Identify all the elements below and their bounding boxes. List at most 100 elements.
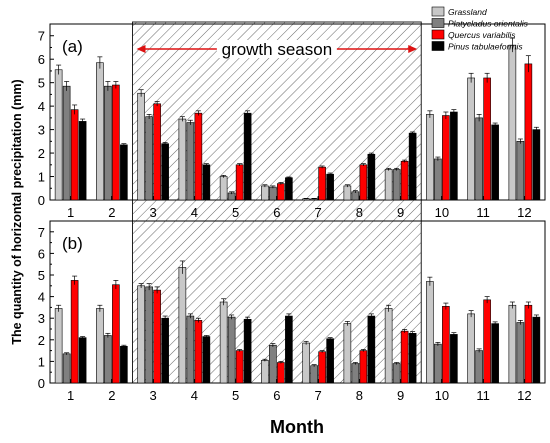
bar xyxy=(400,160,409,201)
bar xyxy=(78,121,87,201)
bar xyxy=(442,115,450,201)
x-tick-label: 1 xyxy=(67,205,74,220)
bar xyxy=(326,173,334,201)
bar xyxy=(434,158,442,201)
y-axis-label: The quantity of horizontal precipitation… xyxy=(10,79,24,344)
x-tick-label: 10 xyxy=(435,388,449,403)
bar xyxy=(524,63,533,201)
growth-season-label: growth season xyxy=(222,40,333,59)
y-tick-label: 4 xyxy=(38,290,45,305)
bar xyxy=(62,353,71,384)
x-tick-label: 7 xyxy=(315,388,322,403)
bar xyxy=(261,185,269,201)
bar xyxy=(491,323,499,384)
y-tick-label: 1 xyxy=(38,354,45,369)
bar xyxy=(442,306,450,384)
bar xyxy=(219,176,228,201)
legend-swatch xyxy=(431,29,445,40)
bar xyxy=(508,44,517,201)
bar xyxy=(145,286,153,384)
x-tick-label: 6 xyxy=(273,205,280,220)
y-tick-label: 4 xyxy=(38,99,45,114)
panel-label: (b) xyxy=(62,234,83,253)
bar xyxy=(194,320,203,384)
bar xyxy=(277,362,285,384)
x-tick-label: 9 xyxy=(397,388,404,403)
x-tick-label: 1 xyxy=(67,388,74,403)
bar xyxy=(475,350,483,384)
x-tick-label: 12 xyxy=(517,205,531,220)
bar xyxy=(343,185,352,201)
bar xyxy=(269,344,277,384)
bar xyxy=(54,69,63,201)
bar xyxy=(120,144,128,201)
y-tick-label: 5 xyxy=(38,76,45,91)
bar xyxy=(475,117,483,201)
x-tick-label: 6 xyxy=(273,388,280,403)
x-tick-label: 4 xyxy=(191,388,198,403)
x-tick-label: 9 xyxy=(397,205,404,220)
bar xyxy=(104,85,112,201)
bar xyxy=(261,360,269,384)
bar xyxy=(235,164,244,201)
bar xyxy=(178,267,187,384)
y-tick-label: 1 xyxy=(38,170,45,185)
bar xyxy=(178,118,187,201)
bar xyxy=(434,343,442,384)
x-tick-label: 3 xyxy=(150,205,157,220)
bar xyxy=(408,333,417,384)
bar xyxy=(70,280,79,384)
bar xyxy=(310,365,318,384)
legend-swatch xyxy=(431,18,445,28)
bar xyxy=(194,112,203,201)
bar xyxy=(243,318,252,384)
bar xyxy=(359,350,368,384)
growth-season-arrow-right-head xyxy=(408,45,418,53)
x-tick-label: 11 xyxy=(476,205,490,220)
bar xyxy=(243,112,252,201)
bar xyxy=(54,308,63,384)
bar xyxy=(78,337,87,384)
bar xyxy=(532,316,541,384)
x-tick-label: 5 xyxy=(232,205,239,220)
bar xyxy=(219,301,228,384)
bar xyxy=(426,281,434,384)
bar xyxy=(153,289,161,384)
growth-season-shading xyxy=(132,21,422,384)
bar xyxy=(408,132,417,201)
bar xyxy=(318,166,326,201)
bar xyxy=(532,129,541,201)
y-tick-label: 2 xyxy=(38,146,45,161)
bar xyxy=(62,85,71,201)
bar xyxy=(137,92,145,201)
bar xyxy=(161,317,169,384)
x-tick-label: 3 xyxy=(150,388,157,403)
y-tick-label: 7 xyxy=(38,225,45,240)
bar xyxy=(96,308,104,384)
bar xyxy=(400,330,409,384)
bar xyxy=(450,111,458,201)
bar xyxy=(450,334,458,384)
y-tick-label: 6 xyxy=(38,52,45,67)
panel-label: (a) xyxy=(62,37,83,56)
x-tick-label: 8 xyxy=(356,205,363,220)
legend-entry: Platycladus orientalis xyxy=(448,19,529,29)
bar xyxy=(467,313,475,384)
y-tick-label: 0 xyxy=(38,193,45,208)
legend-entry: Pinus tabulaeformis xyxy=(448,42,523,52)
bar xyxy=(367,315,376,384)
bar xyxy=(186,122,195,201)
y-tick-label: 2 xyxy=(38,333,45,348)
bar xyxy=(235,350,244,384)
x-tick-label: 2 xyxy=(108,388,115,403)
bar xyxy=(285,315,293,384)
bar xyxy=(70,109,79,201)
bar xyxy=(326,338,334,384)
x-tick-label: 10 xyxy=(435,205,449,220)
bar xyxy=(269,186,277,201)
bar xyxy=(384,169,393,201)
bar xyxy=(202,336,211,384)
bar xyxy=(318,351,326,384)
